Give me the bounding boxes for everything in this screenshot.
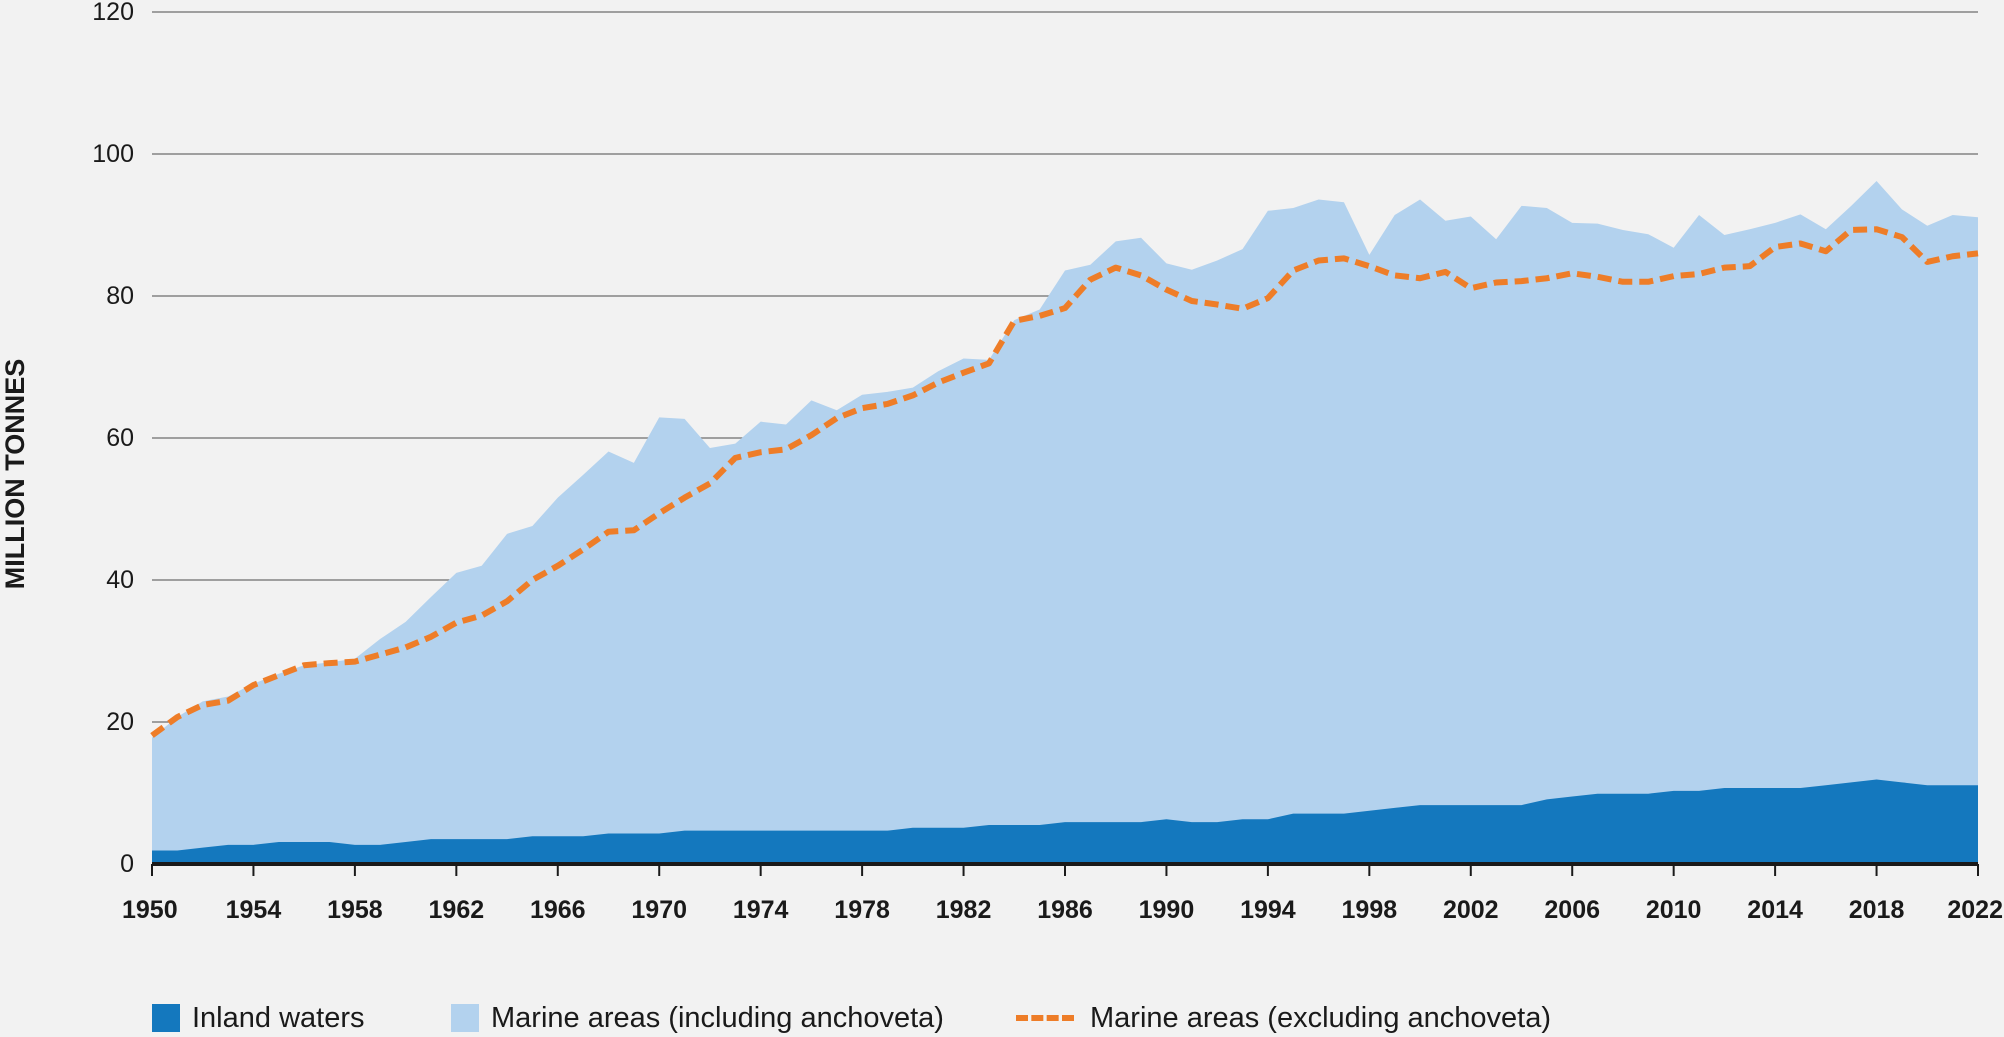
x-tick-label-1974: 1974 — [733, 896, 789, 924]
y-tick-label-20: 20 — [106, 708, 134, 736]
legend-item-inland-waters: Inland waters — [152, 1002, 365, 1035]
line-marine-excluding-anchoveta — [150, 226, 1979, 738]
y-tick-label-120: 120 — [92, 0, 134, 26]
x-tick-labels: 1950 1954 1958 1962 1966 1970 1974 1978 1982 1986… — [122, 896, 2003, 924]
x-tick-label-1958: 1958 — [327, 896, 383, 924]
chart-areas — [152, 180, 1978, 865]
x-tick-label-1994: 1994 — [1240, 896, 1296, 924]
x-tick-label-2014: 2014 — [1747, 896, 1803, 924]
x-tick-label-2010: 2010 — [1646, 896, 1702, 924]
x-tick-label-1990: 1990 — [1139, 896, 1195, 924]
x-tick-label-1966: 1966 — [530, 896, 586, 924]
y-tick-label-40: 40 — [106, 566, 134, 594]
x-tick-label-1970: 1970 — [631, 896, 687, 924]
chart: 0 20 40 60 80 100 120 1950 1954 1958 1962 1966 1970… — [0, 0, 2003, 924]
y-tick-label-80: 80 — [106, 282, 134, 310]
x-tick-label-1986: 1986 — [1037, 896, 1093, 924]
x-tick-label-1978: 1978 — [834, 896, 890, 924]
x-tick-label-1998: 1998 — [1342, 896, 1398, 924]
chart-lines — [150, 226, 1979, 738]
x-tick-label-1954: 1954 — [226, 896, 282, 924]
legend-item-marine-excluding: Marine areas (excluding anchoveta) — [1016, 1002, 1551, 1035]
legend-item-marine-including: Marine areas (including anchoveta) — [451, 1002, 944, 1035]
y-tick-labels: 0 20 40 60 80 100 120 — [92, 0, 134, 878]
x-tick-label-1950: 1950 — [122, 896, 178, 924]
x-tick-label-2018: 2018 — [1849, 896, 1905, 924]
legend-label-marine-including: Marine areas (including anchoveta) — [491, 1001, 944, 1034]
x-tick-label-2006: 2006 — [1544, 896, 1600, 924]
legend-swatch-inland-waters — [152, 1004, 180, 1032]
area-inland-waters — [152, 779, 1978, 864]
legend-label-inland-waters: Inland waters — [192, 1001, 365, 1034]
x-tick-label-2002: 2002 — [1443, 896, 1499, 924]
legend-swatch-marine-excluding — [1016, 1015, 1074, 1021]
y-axis-title: MILLION TONNES — [0, 359, 30, 590]
y-tick-label-100: 100 — [92, 140, 134, 168]
y-tick-label-0: 0 — [120, 850, 134, 878]
axes — [151, 862, 1979, 876]
x-tick-label-1982: 1982 — [936, 896, 992, 924]
legend-label-marine-excluding: Marine areas (excluding anchoveta) — [1090, 1001, 1552, 1034]
y-tick-label-60: 60 — [106, 424, 134, 452]
x-tick-label-1962: 1962 — [429, 896, 485, 924]
x-tick-label-2022: 2022 — [1947, 896, 2003, 924]
legend-swatch-marine-including — [451, 1004, 479, 1032]
area-marine-including-anchoveta — [152, 180, 1978, 865]
